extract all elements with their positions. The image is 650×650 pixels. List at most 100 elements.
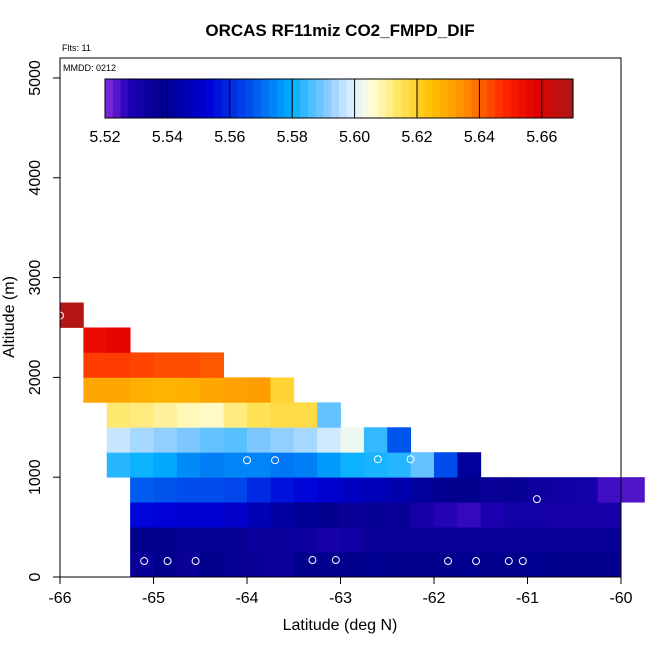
colorbar-swatch [557,79,566,118]
colorbar-swatch [549,79,558,118]
heatmap-cell [434,502,458,528]
heatmap-cell [130,452,154,478]
heatmap-cell [387,502,412,528]
y-tick-label: 3000 [27,260,44,296]
colorbar-swatch [331,79,340,118]
obs-point [243,456,251,465]
obs-point [271,456,280,465]
heatmap-cell [340,427,365,453]
heatmap-cell [504,477,528,503]
heatmap-cell [410,552,435,578]
heatmap-cell [387,477,412,503]
obs-point [331,556,340,565]
heatmap-cell [130,352,154,378]
heatmap-cell [176,352,201,378]
heatmap-cell [176,452,201,478]
colorbar-swatch [144,79,153,118]
heatmap-cell [176,427,201,453]
heatmap-cell [527,502,552,528]
obs-points [56,311,541,566]
y-tick-label: 1000 [27,459,44,495]
obs-point [163,557,172,566]
heatmap-cell [387,452,412,478]
colorbar-swatch [292,79,301,118]
heatmap-cell [247,552,271,578]
colorbar-swatch [526,79,535,118]
colorbar-swatch [393,79,402,118]
heatmap-cell [270,402,295,428]
colorbar-swatch [432,79,441,118]
heatmap-cell [200,452,225,478]
colorbar-tick-label: 5.52 [89,129,120,146]
heatmap-cell [480,527,505,553]
heatmap-cell [363,527,388,553]
heatmap-cell [223,527,248,553]
heatmap-cell [550,477,575,503]
colorbar-swatch [495,79,504,118]
heatmap-cell [340,452,365,478]
colorbar-swatch [510,79,519,118]
colorbar-swatch [417,79,426,118]
heatmap-cell [457,552,482,578]
colorbar-swatch [541,79,551,118]
colorbar-tick-label: 5.54 [152,129,183,146]
heatmap-cell [223,477,248,503]
heatmap-cell [106,352,131,378]
colorbar-swatch [151,79,161,118]
colorbar-swatch [159,79,168,118]
colorbar-swatch [409,79,418,118]
colorbar-swatch [502,79,512,118]
heatmap-cell [480,477,505,503]
heatmap-cell [106,402,131,428]
heatmap-cell [457,502,482,528]
heatmap-cell [153,552,178,578]
colorbar-tick-label: 5.60 [339,129,370,146]
heatmap-cell [457,477,482,503]
heatmap-cell [130,527,154,553]
colorbar-swatch [261,79,270,118]
obs-point [308,556,317,565]
heatmap-cell [153,452,178,478]
heatmap-cell [480,552,505,578]
heatmap-cell [130,402,154,428]
heatmap-cell [434,452,458,478]
heatmap-cell [106,452,131,478]
colorbar-swatch [136,79,145,118]
colorbar-tick-label: 5.64 [464,129,495,146]
heatmap-cell [410,527,435,553]
heatmap-cell [317,427,341,453]
x-axis-label: Latitude (deg N) [283,617,398,634]
heatmap-cell [247,527,271,553]
heatmap-cell [200,352,225,378]
colorbar-tick-label: 5.66 [526,129,557,146]
heatmap-cell [410,477,435,503]
colorbar-swatch [487,79,496,118]
colorbar-swatch [385,79,395,118]
heatmap-cell [130,552,154,578]
obs-point [504,557,513,566]
heatmap-cell [176,502,201,528]
heatmap-cell [200,477,225,503]
y-tick-label: 0 [27,572,44,581]
heatmap-cell [597,527,622,553]
heatmap-cell [621,477,645,503]
heatmap-cell [387,527,412,553]
heatmap-cell [293,402,318,428]
colorbar-swatch [565,79,574,118]
heatmap-cell [340,527,365,553]
heatmap-cell [130,427,154,453]
flights-annotation: Flts: 11 [62,43,91,53]
heatmap-cell [317,552,341,578]
heatmap-cell [574,477,599,503]
colorbar-border [104,78,574,119]
heatmap-cell [574,502,599,528]
x-tick-label: -63 [329,590,352,607]
colorbar-swatch [362,79,371,118]
heatmap-cell [293,477,318,503]
colorbar-swatch [128,79,137,118]
colorbar-swatch [268,79,278,118]
heatmap-cell [293,527,318,553]
heatmap-cell [340,477,365,503]
heatmap-cell [434,552,458,578]
